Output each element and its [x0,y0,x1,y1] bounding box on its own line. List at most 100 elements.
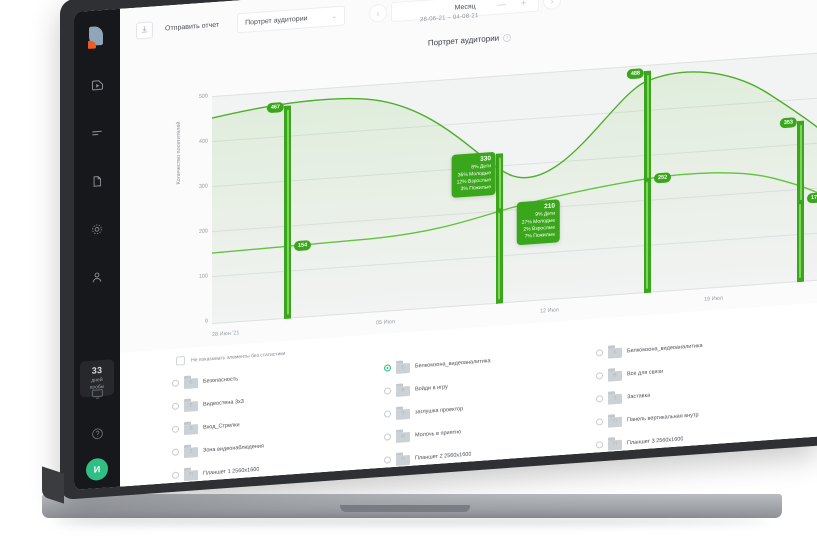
list-item-radio[interactable] [172,402,179,410]
sidebar-item-documents[interactable] [82,165,112,197]
list-item-radio[interactable] [596,441,603,449]
period-label: Месяц [454,2,476,12]
tooltip-210[interactable]: 210 9% Дети 27% Молодые 2% Взрослые 7% П… [516,199,560,246]
hide-empty-checkbox[interactable] [176,356,185,366]
laptop-deck-lip [340,505,470,512]
period-controls: ‹ Месяц — + › [369,0,562,24]
list-item-label: Белкомзона_видеоаналитика [627,342,703,354]
report-type-select[interactable]: Портрет аудитории ⌄ [237,5,346,34]
sidebar-item-play[interactable] [82,69,112,101]
trial-days-count: 33 [91,364,103,376]
y-tick-100: 100 [198,273,208,281]
sidebar-item-help[interactable] [82,417,112,449]
bar-inner [286,109,289,315]
download-report-button[interactable] [136,20,153,40]
chevron-right-icon: › [550,0,554,6]
chevron-down-icon: ⌄ [331,13,338,21]
chart-plot-area: 467 488 353 154 252 179 330 8% Дети 36% … [212,52,817,325]
list-item-radio[interactable] [384,433,391,441]
list-item-radio-selected[interactable] [384,364,391,372]
x-tick-1: 05 Июл [376,319,395,327]
sidebar-item-settings[interactable] [82,213,112,245]
badge-179[interactable]: 179 [807,192,817,204]
list-item-radio[interactable] [172,471,179,479]
play-icon [90,77,105,93]
period-decrease-button[interactable]: — [497,0,507,10]
bar-inner [798,203,801,279]
bar-467[interactable] [284,105,291,319]
tooltip-330[interactable]: 330 8% Дети 36% Молодые 12% Взрослые 3% … [451,151,496,198]
folder-icon: М [396,429,410,443]
folder-icon: П [396,452,410,466]
y-tick-300: 300 [198,183,208,191]
list-item-radio[interactable] [172,379,179,387]
list-item-radio[interactable] [172,448,179,456]
y-tick-500: 500 [198,93,208,101]
list-item-radio[interactable] [596,372,603,380]
legend-column-2: Б Белкомзона_видеоаналитика В Войди в иг… [384,342,596,472]
bar-252[interactable] [644,177,649,294]
list-item-radio[interactable] [384,456,391,464]
bar-inner [497,212,500,300]
sidebar-item-display[interactable] [82,377,112,409]
bar-210[interactable] [496,208,501,304]
y-tick-0: 0 [204,318,208,325]
monitor-icon [91,386,104,400]
toolbar: Отправить отчет Портрет аудитории ⌄ ‹ Ме… [120,0,817,55]
gear-icon [90,222,104,237]
y-tick-400: 400 [198,138,208,146]
upper-curve-area [212,71,817,325]
x-tick-3: 19 Июл [704,295,723,303]
lines-icon [90,126,104,141]
lower-curve-line [212,172,817,254]
hide-empty-label: Не показывать элементы без статистики [191,350,286,364]
chart-curves [212,71,817,325]
tooltip-row-elderly: 3% Пожилые [460,184,491,193]
tooltip-row-elderly: 7% Пожилые [524,231,555,240]
list-item-label: Планшет 1 2560х1600 [203,466,260,477]
x-tick-2: 12 Июл [540,307,559,315]
list-item-radio[interactable] [172,425,179,433]
list-item-radio[interactable] [596,349,603,357]
help-icon [91,426,104,440]
app-screen: 33 дней пробы [74,0,817,491]
main-content: Отправить отчет Портрет аудитории ⌄ ‹ Ме… [120,0,817,487]
laptop-screen-bezel: 33 дней пробы [74,0,817,491]
list-item-radio[interactable] [596,418,603,426]
list-item-label: заглушка проектор [415,405,464,416]
bar-inner [645,181,648,290]
folder-icon: П [608,437,622,451]
folder-icon: Б [184,375,198,390]
app-logo[interactable] [86,25,108,54]
bar-179[interactable] [797,199,802,283]
list-item-label: Войди в игру [415,383,448,393]
folder-icon: В [396,383,410,397]
x-tick-0: 28 Июн '21 [212,330,240,339]
download-icon [140,21,149,40]
folder-icon: П [608,414,622,428]
folder-icon: В [184,421,198,436]
sidebar-item-profile[interactable] [82,261,112,293]
page-title: Портрет аудитории [427,33,500,48]
folder-icon: В [608,368,622,382]
folder-icon: З [608,391,622,405]
legend-column-3: Б Белкомзона_видеоаналитика В Все для св… [596,326,808,456]
sidebar-item-playlists[interactable] [82,117,112,149]
list-item-label: Планшет 2 2560х1600 [415,451,472,462]
list-item-radio[interactable] [596,395,603,403]
period-next-button[interactable]: › [543,0,562,11]
list-item-radio[interactable] [384,387,391,395]
send-report-label[interactable]: Отправить отчет [165,21,220,32]
list-item-label: Белкомзона_видеоаналитика [415,357,491,370]
chevron-left-icon: ‹ [376,8,380,18]
upper-curve-line [212,71,817,179]
info-icon[interactable]: i [503,33,512,43]
y-tick-200: 200 [198,228,208,236]
list-item-label: Вход_Стрелки [203,421,240,431]
list-item-label: Заставка [627,392,651,400]
period-increase-button[interactable]: + [520,0,527,8]
list-item-radio[interactable] [384,410,391,418]
avatar[interactable]: И [86,457,108,482]
period-prev-button[interactable]: ‹ [369,3,388,23]
